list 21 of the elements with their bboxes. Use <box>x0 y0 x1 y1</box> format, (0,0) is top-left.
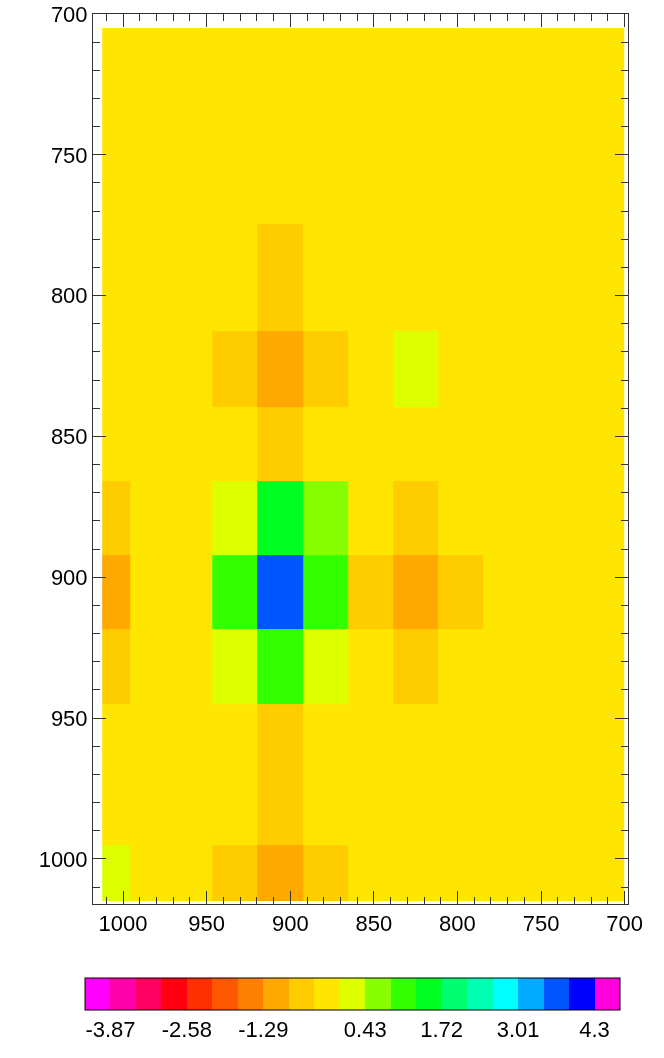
color-bar-label: -1.29 <box>238 1017 289 1043</box>
y-tick-label: 850 <box>50 424 88 450</box>
x-tick-label: 750 <box>522 911 560 937</box>
x-tick-label: 800 <box>439 911 476 937</box>
y-tick-label: 800 <box>50 283 88 309</box>
color-bar-label: 4.3 <box>579 1017 610 1043</box>
color-bar-label: 0.43 <box>343 1017 387 1043</box>
x-tick-label: 1000 <box>98 911 148 937</box>
x-tick-label: 900 <box>271 911 309 937</box>
color-bar-label: 1.72 <box>420 1017 464 1043</box>
y-tick-label: 1000 <box>38 846 88 872</box>
x-tick-label: 950 <box>188 911 226 937</box>
y-tick-label: 700 <box>50 1 88 27</box>
x-tick-label: 850 <box>355 911 393 937</box>
x-tick-label: 700 <box>606 911 644 937</box>
color-bar-label: -2.58 <box>161 1017 212 1043</box>
y-tick-label: 900 <box>50 564 88 590</box>
color-bar-label: 3.01 <box>496 1017 540 1043</box>
y-tick-label: 750 <box>50 142 88 168</box>
y-tick-label: 950 <box>50 705 88 731</box>
color-bar-label: -3.87 <box>85 1017 136 1043</box>
